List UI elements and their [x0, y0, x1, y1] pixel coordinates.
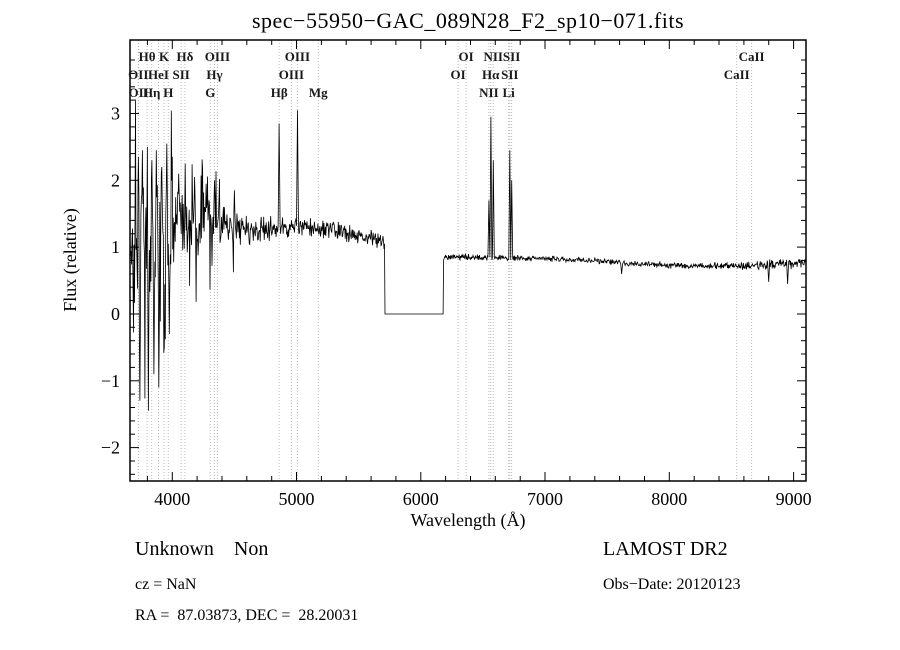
classification-text: Unknown Non — [135, 538, 269, 560]
spectral-line-label: NII — [483, 49, 503, 64]
spectral-line-label: SII — [503, 49, 520, 64]
redshift-text: cz = NaN — [135, 576, 197, 593]
x-tick-label: 5000 — [279, 489, 315, 509]
spectral-line-label: OII — [128, 85, 148, 100]
spectral-line-label: OIII — [279, 67, 304, 82]
plot-frame — [129, 39, 807, 482]
spectral-line-label: Hα — [482, 67, 500, 82]
spectral-line-label: Li — [502, 85, 515, 100]
y-tick-label: −2 — [101, 438, 120, 458]
x-axis-label: Wavelength (Å) — [410, 510, 526, 530]
spectral-line-label: SII — [173, 67, 190, 82]
y-tick-label: 2 — [111, 170, 120, 190]
spectral-line-label: SII — [501, 67, 518, 82]
spectral-line-label: NII — [479, 85, 499, 100]
spectral-line-label: Hβ — [271, 85, 288, 100]
spectral-line-label: H — [163, 85, 173, 100]
spectral-line-label: Hθ — [139, 49, 156, 64]
x-tick-label: 7000 — [527, 489, 563, 509]
y-tick-label: 0 — [111, 304, 120, 324]
plot-title: spec−55950−GAC_089N28_F2_sp10−071.fits — [251, 8, 685, 33]
spectral-line-label: Hη — [143, 85, 161, 100]
coordinates-text: RA = 87.03873, DEC = 28.20031 — [135, 607, 359, 624]
spectral-line-label: OII — [128, 67, 148, 82]
y-tick-label: 3 — [111, 104, 120, 124]
x-tick-label: 9000 — [776, 489, 812, 509]
spectral-line-label: Mg — [309, 85, 328, 100]
y-tick-label: −1 — [101, 371, 120, 391]
x-tick-label: 6000 — [403, 489, 439, 509]
spectral-line-label: OIII — [285, 49, 310, 64]
spectral-line-label: HeI — [148, 67, 169, 82]
spectral-line-label: CaII — [724, 67, 750, 82]
spectral-line-label: OIII — [205, 49, 230, 64]
y-axis-label: Flux (relative) — [60, 208, 80, 312]
survey-release-text: LAMOST DR2 — [603, 538, 728, 560]
spectral-line-label: OI — [451, 67, 466, 82]
x-tick-label: 4000 — [154, 489, 190, 509]
y-tick-label: 1 — [111, 237, 120, 257]
obs-date-text: Obs−Date: 20120123 — [603, 576, 741, 593]
spectral-line-label: G — [205, 85, 215, 100]
spectral-line-label: CaII — [739, 49, 765, 64]
spectrum-trace — [129, 99, 807, 411]
spectral-line-label: Hδ — [176, 49, 193, 64]
x-tick-label: 8000 — [651, 489, 687, 509]
spectral-line-label: Hγ — [206, 67, 222, 82]
spectral-line-label: K — [159, 49, 170, 64]
spectral-line-label: OI — [459, 49, 474, 64]
